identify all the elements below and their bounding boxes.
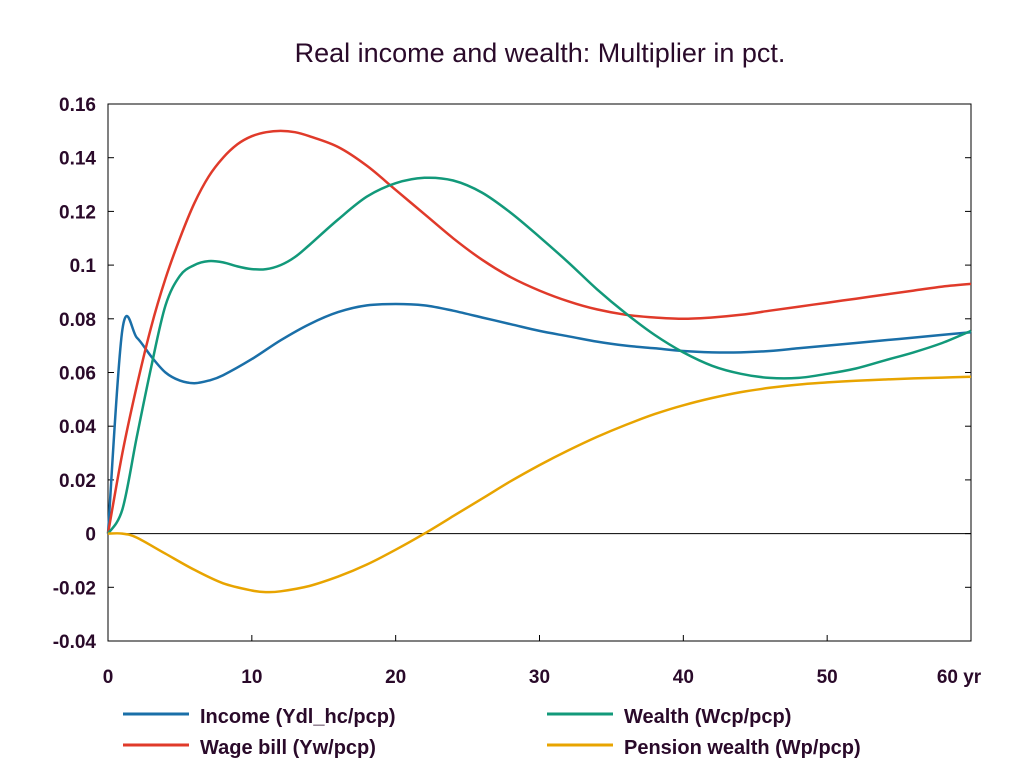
series-line-income-0 — [106, 302, 972, 534]
legend-label: Income (Ydl_hc/pcp) — [200, 706, 396, 728]
legend-label: Wealth (Wcp/pcp) — [624, 706, 791, 728]
x-tick-label: 50 — [817, 667, 838, 688]
legend: Income (Ydl_hc/pcp) Wealth (Wcp/pcp) Wage … — [123, 706, 861, 759]
chart-title: Real income and wealth: Multiplier in pc… — [295, 38, 786, 68]
y-tick-label: 0.1 — [70, 256, 97, 277]
y-tick-label: 0.02 — [59, 471, 96, 492]
x-axis: 0 10 20 30 40 50 60 yr — [103, 635, 982, 688]
y-tick-label: 0.14 — [59, 149, 96, 170]
x-tick-label: 0 — [103, 667, 114, 688]
y-tick-label: 0.12 — [59, 202, 96, 223]
legend-label: Wage bill (Yw/pcp) — [200, 737, 376, 759]
y-tick-label: 0.08 — [59, 310, 96, 331]
x-tick-label: 30 — [529, 667, 550, 688]
series-line-pension-3 — [107, 375, 972, 594]
y-tick-label: -0.02 — [53, 578, 96, 599]
x-tick-label: 60 yr — [937, 667, 982, 688]
legend-label: Pension wealth (Wp/pcp) — [624, 737, 861, 759]
y-axis: -0.04 -0.02 0 0.02 0.04 0.06 0.08 0.1 0.12 0.14 0.… — [53, 95, 971, 653]
series-line-wealth-2 — [106, 176, 972, 535]
x-tick-label: 20 — [385, 667, 406, 688]
series-group — [106, 129, 972, 594]
series-line-wage-1 — [106, 129, 972, 534]
y-tick-label: 0.04 — [59, 417, 96, 438]
x-tick-label: 40 — [673, 667, 694, 688]
x-tick-label: 10 — [241, 667, 262, 688]
y-tick-label: -0.04 — [53, 632, 97, 653]
y-tick-label: 0.06 — [59, 364, 96, 385]
y-tick-label: 0.16 — [59, 95, 96, 116]
y-tick-label: 0 — [85, 525, 96, 546]
